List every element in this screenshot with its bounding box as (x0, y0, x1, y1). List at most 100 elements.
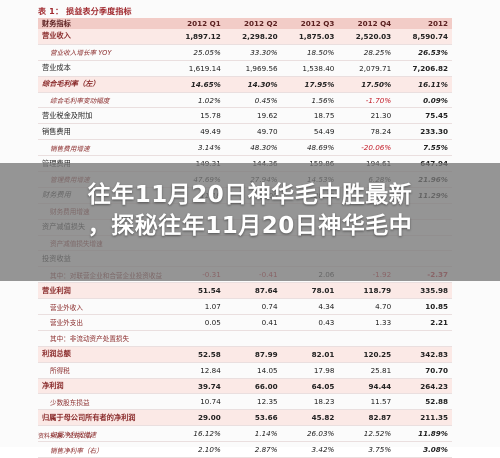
table-cell: 14.05 (224, 362, 282, 379)
table-cell: 39.74 (168, 378, 225, 395)
table-row: 利润总额 52.58 87.99 82.01 120.25 342.83 (38, 346, 452, 363)
table-cell: 19.62 (224, 107, 282, 125)
table-cell: 118.79 (338, 282, 396, 300)
table-cell: 18.50% (281, 44, 339, 61)
table-row: 营业利润 51.54 87.64 78.01 118.79 335.98 (38, 282, 452, 300)
row-label: 少数股东损益 (38, 393, 168, 411)
table-cell: 52.88 (395, 393, 452, 411)
table-cell: 28.25% (338, 44, 396, 61)
table-cell: 11.89% (395, 425, 452, 443)
table-cell: 29.00 (168, 409, 225, 427)
row-label: 其中：非流动资产处置损失 (38, 330, 168, 347)
table-cell: 53.66 (224, 409, 282, 427)
table-cell: 10.85 (395, 298, 452, 316)
table-cell: 66.00 (224, 378, 282, 395)
table-cell: 52.58 (168, 346, 225, 363)
table-cell: 1.14% (224, 425, 282, 443)
table-cell: 12.84 (168, 362, 225, 379)
row-label: 营业外支出 (38, 314, 168, 331)
table-cell: 1.33 (338, 314, 396, 331)
table-cell (395, 330, 452, 347)
table-cell: 10.74 (168, 393, 225, 411)
table-cell: 78.24 (338, 123, 396, 141)
headline-line-1: 往年11月20日神华毛中胜最新 (87, 182, 413, 208)
table-cell: 120.25 (338, 346, 396, 363)
table-cell: 233.30 (395, 123, 452, 141)
table-row: 销售净利率（右） 2.10% 2.87% 3.42% 3.75% 3.08% (38, 441, 452, 458)
table-cell: 2,520.03 (338, 29, 396, 45)
table-row: 营业外支出 0.05 0.41 0.43 1.33 2.21 (38, 314, 452, 331)
table-cell: 3.08% (395, 441, 452, 458)
table-cell: 264.23 (395, 378, 452, 395)
table-row: 所得税 12.84 14.05 17.98 25.81 70.70 (38, 362, 452, 379)
row-label: 营业收入增长率 YOY (38, 44, 168, 61)
headline-banner (0, 163, 500, 281)
table-cell: 45.82 (281, 409, 339, 427)
column-header: 2012 (395, 18, 452, 29)
table-cell (281, 330, 339, 347)
table-cell: 1,619.14 (168, 60, 225, 77)
table-cell: 17.50% (338, 76, 396, 93)
table-cell: 342.83 (395, 346, 452, 363)
table-cell: 18.23 (281, 393, 339, 411)
table-cell: 0.43 (281, 314, 339, 331)
table-cell: 3.75% (338, 441, 396, 458)
table-row: 营业成本 1,619.14 1,969.56 1,538.40 2,079.71 7,20… (38, 60, 452, 77)
table-cell: 211.35 (395, 409, 452, 427)
table-cell: 82.87 (338, 409, 396, 427)
table-cell: 0.09% (395, 92, 452, 109)
table-cell: 75.45 (395, 107, 452, 125)
table-row: 销售费用增速 3.14% 48.30% 48.69% -20.06% 7.55% (38, 139, 452, 157)
table-cell: 11.57 (338, 393, 396, 411)
row-label: 营业税金及附加 (38, 107, 168, 125)
table-cell: 2.10% (168, 441, 225, 458)
table-cell: 82.01 (281, 346, 339, 363)
table-row: 归属净利润增速 16.12% 1.14% 26.03% 12.52% 11.89% (38, 425, 452, 443)
table-cell: 1,969.56 (224, 60, 282, 77)
row-label: 利润总额 (38, 346, 168, 363)
table-cell: 0.41 (224, 314, 282, 331)
table-cell (224, 330, 282, 347)
table-cell: 26.03% (281, 425, 339, 443)
table-cell: 2.87% (224, 441, 282, 458)
row-label: 净利润 (38, 378, 168, 395)
table-cell: 64.05 (281, 378, 339, 395)
table-cell: 14.30% (224, 76, 282, 93)
column-header: 2012 Q3 (281, 18, 339, 29)
table-cell (338, 330, 396, 347)
table-row: 营业收入 1,897.12 2,298.20 1,875.03 2,520.03 8,59… (38, 29, 452, 45)
table-cell: 1,875.03 (281, 29, 339, 45)
row-label: 销售净利率（右） (38, 441, 168, 458)
table-row: 其中：非流动资产处置损失 (38, 330, 452, 347)
row-label: 营业成本 (38, 60, 168, 77)
column-header: 2012 Q4 (338, 18, 396, 29)
table-cell: 0.05 (168, 314, 225, 331)
table-cell (168, 330, 225, 347)
table-cell: 48.69% (281, 139, 339, 157)
row-label: 所得税 (38, 362, 168, 379)
row-label: 营业利润 (38, 282, 168, 300)
caption-title: 损益表分季度指标 (66, 7, 132, 16)
table-cell: 49.70 (224, 123, 282, 141)
table-cell: 1,897.12 (168, 29, 225, 45)
table-cell: 17.95% (281, 76, 339, 93)
table-cell: 3.42% (281, 441, 339, 458)
column-header: 财务指标 (38, 18, 168, 29)
table-cell: 2,079.71 (338, 60, 396, 77)
table-cell: 0.45% (224, 92, 282, 109)
table-row: 销售费用 49.49 49.70 54.49 78.24 233.30 (38, 123, 452, 141)
table-cell: 48.30% (224, 139, 282, 157)
table-cell: 1.56% (281, 92, 339, 109)
table-row: 营业税金及附加 15.78 19.62 18.75 21.30 75.45 (38, 107, 452, 125)
row-label: 营业收入 (38, 29, 168, 45)
table-cell: 7.55% (395, 139, 452, 157)
column-header: 2012 Q1 (168, 18, 225, 29)
table-cell: 25.81 (338, 362, 396, 379)
row-label: 综合毛利率（左） (38, 76, 168, 93)
row-label: 归属净利润增速 (38, 425, 168, 443)
table-cell: 1,538.40 (281, 60, 339, 77)
table-cell: 51.54 (168, 282, 225, 300)
table-cell: 49.49 (168, 123, 225, 141)
table-cell: 4.70 (338, 298, 396, 316)
caption-number: 表 1： (38, 7, 64, 16)
